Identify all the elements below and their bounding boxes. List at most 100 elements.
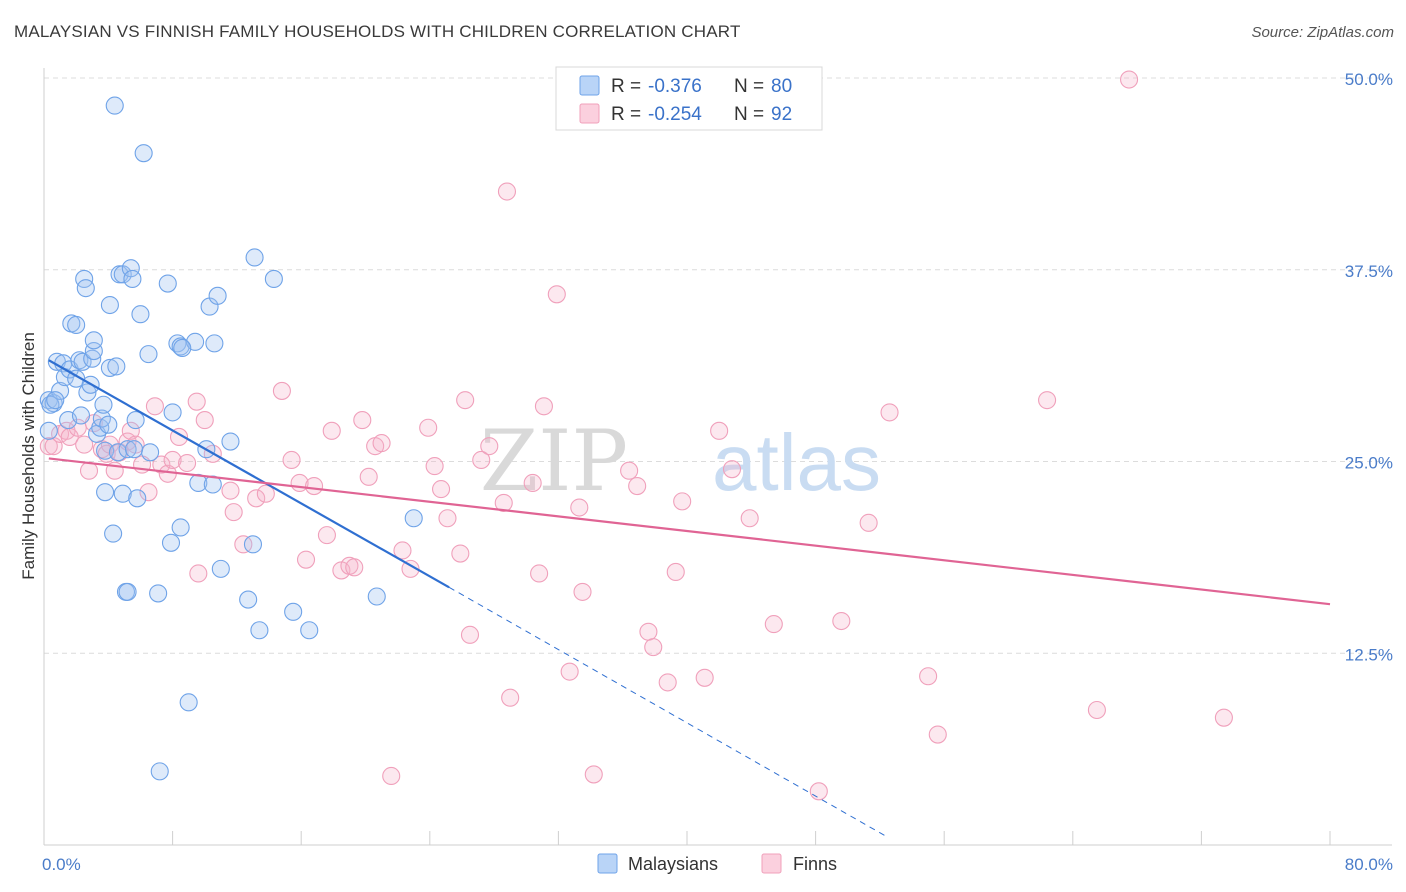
point-finns	[1038, 391, 1057, 410]
point-finns	[425, 457, 444, 476]
point-finns	[189, 564, 208, 583]
point-malaysians	[404, 509, 423, 528]
point-malaysians	[99, 415, 118, 434]
point-malaysians	[179, 693, 198, 712]
legend-top-n-label-1: N =	[734, 76, 764, 97]
y-tick-label: 50.0%	[1345, 70, 1393, 89]
watermark-zip: ZIP	[480, 412, 628, 510]
point-finns	[501, 688, 520, 707]
point-malaysians	[208, 286, 227, 305]
point-finns	[75, 435, 94, 454]
point-finns	[494, 493, 513, 512]
legend-top-n-label-2: N =	[734, 104, 764, 125]
point-finns	[256, 484, 275, 503]
legend-top-swatch-pink	[579, 103, 600, 124]
point-malaysians	[118, 582, 137, 601]
point-malaysians	[149, 584, 168, 603]
legend-label-finns: Finns	[793, 854, 837, 874]
point-malaysians	[284, 602, 303, 621]
x-tick-label: 80.0%	[1345, 855, 1393, 874]
point-finns	[187, 392, 206, 411]
point-malaysians	[123, 269, 142, 289]
point-malaysians	[126, 411, 145, 430]
point-malaysians	[46, 391, 65, 410]
point-malaysians	[84, 331, 103, 350]
point-finns	[322, 421, 341, 440]
legend-top-r-value-1: -0.376	[648, 76, 702, 97]
point-malaysians	[113, 484, 132, 503]
x-tick-label: 0.0%	[42, 855, 81, 874]
point-malaysians	[173, 338, 192, 358]
point-malaysians	[107, 357, 126, 376]
point-finns	[419, 418, 438, 437]
point-malaysians	[134, 144, 153, 163]
legend-swatch-finns	[761, 853, 782, 874]
point-finns	[809, 782, 828, 801]
point-finns	[832, 611, 851, 631]
point-finns	[658, 673, 677, 692]
point-malaysians	[83, 349, 102, 368]
point-finns	[272, 381, 291, 400]
chart-source: Source: ZipAtlas.com	[1251, 24, 1394, 41]
point-malaysians	[367, 587, 386, 606]
point-finns	[534, 397, 553, 416]
y-tick-label: 37.5%	[1345, 262, 1393, 281]
trend-line-finns	[48, 457, 1331, 606]
trend-line-malaysians-extension	[448, 586, 889, 838]
point-finns	[710, 421, 729, 440]
point-malaysians	[39, 421, 58, 440]
point-finns	[121, 421, 140, 440]
point-finns	[472, 450, 491, 470]
point-finns	[673, 492, 692, 511]
point-malaysians	[105, 96, 124, 115]
point-finns	[282, 450, 301, 470]
point-malaysians	[300, 621, 319, 640]
point-finns	[695, 668, 714, 687]
point-malaysians	[171, 518, 190, 537]
point-malaysians	[100, 295, 119, 315]
point-finns	[1214, 708, 1233, 727]
point-malaysians	[243, 535, 263, 554]
point-malaysians	[245, 248, 264, 267]
legend-bottom: Malaysians Finns	[597, 853, 837, 874]
legend-swatch-malaysians	[597, 853, 618, 874]
point-malaysians	[71, 406, 91, 425]
point-finns	[317, 526, 336, 545]
point-finns	[152, 455, 171, 474]
legend-top-r-label-1: R =	[611, 76, 641, 97]
point-finns	[560, 662, 579, 681]
chart-title: MALAYSIAN VS FINNISH FAMILY HOUSEHOLDS W…	[14, 22, 741, 41]
point-finns	[523, 473, 542, 493]
point-finns	[393, 541, 412, 560]
legend-top: R = -0.376 N = 80 R = -0.254 N = 92	[555, 66, 823, 131]
point-malaysians	[76, 279, 95, 298]
point-finns	[628, 476, 647, 496]
point-malaysians	[250, 621, 269, 640]
point-finns	[382, 766, 401, 786]
point-finns	[221, 481, 240, 500]
legend-top-n-value-2: 92	[771, 104, 792, 125]
y-tick-label: 12.5%	[1345, 645, 1393, 664]
point-finns	[584, 765, 603, 784]
point-malaysians	[75, 269, 94, 289]
point-finns	[919, 667, 938, 686]
point-malaysians	[84, 342, 103, 361]
point-finns	[139, 483, 158, 502]
legend-label-malaysians: Malaysians	[628, 854, 718, 874]
point-malaysians	[264, 269, 283, 289]
point-finns	[296, 550, 316, 569]
legend-top-n-value-1: 80	[771, 76, 792, 97]
point-finns	[480, 437, 499, 456]
point-finns	[928, 725, 947, 744]
point-finns	[620, 461, 639, 480]
point-finns	[178, 453, 197, 473]
point-finns	[639, 622, 658, 641]
y-tick-label: 25.0%	[1345, 454, 1393, 473]
legend-top-r-value-2: -0.254	[648, 104, 702, 125]
point-malaysians	[73, 352, 92, 371]
point-finns	[859, 513, 878, 532]
point-finns	[247, 489, 266, 508]
point-finns	[39, 437, 58, 456]
point-finns	[644, 638, 663, 657]
